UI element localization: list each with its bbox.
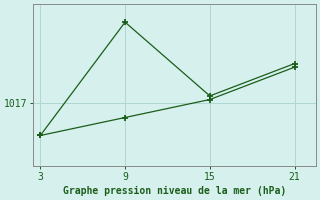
X-axis label: Graphe pression niveau de la mer (hPa): Graphe pression niveau de la mer (hPa) bbox=[63, 186, 286, 196]
